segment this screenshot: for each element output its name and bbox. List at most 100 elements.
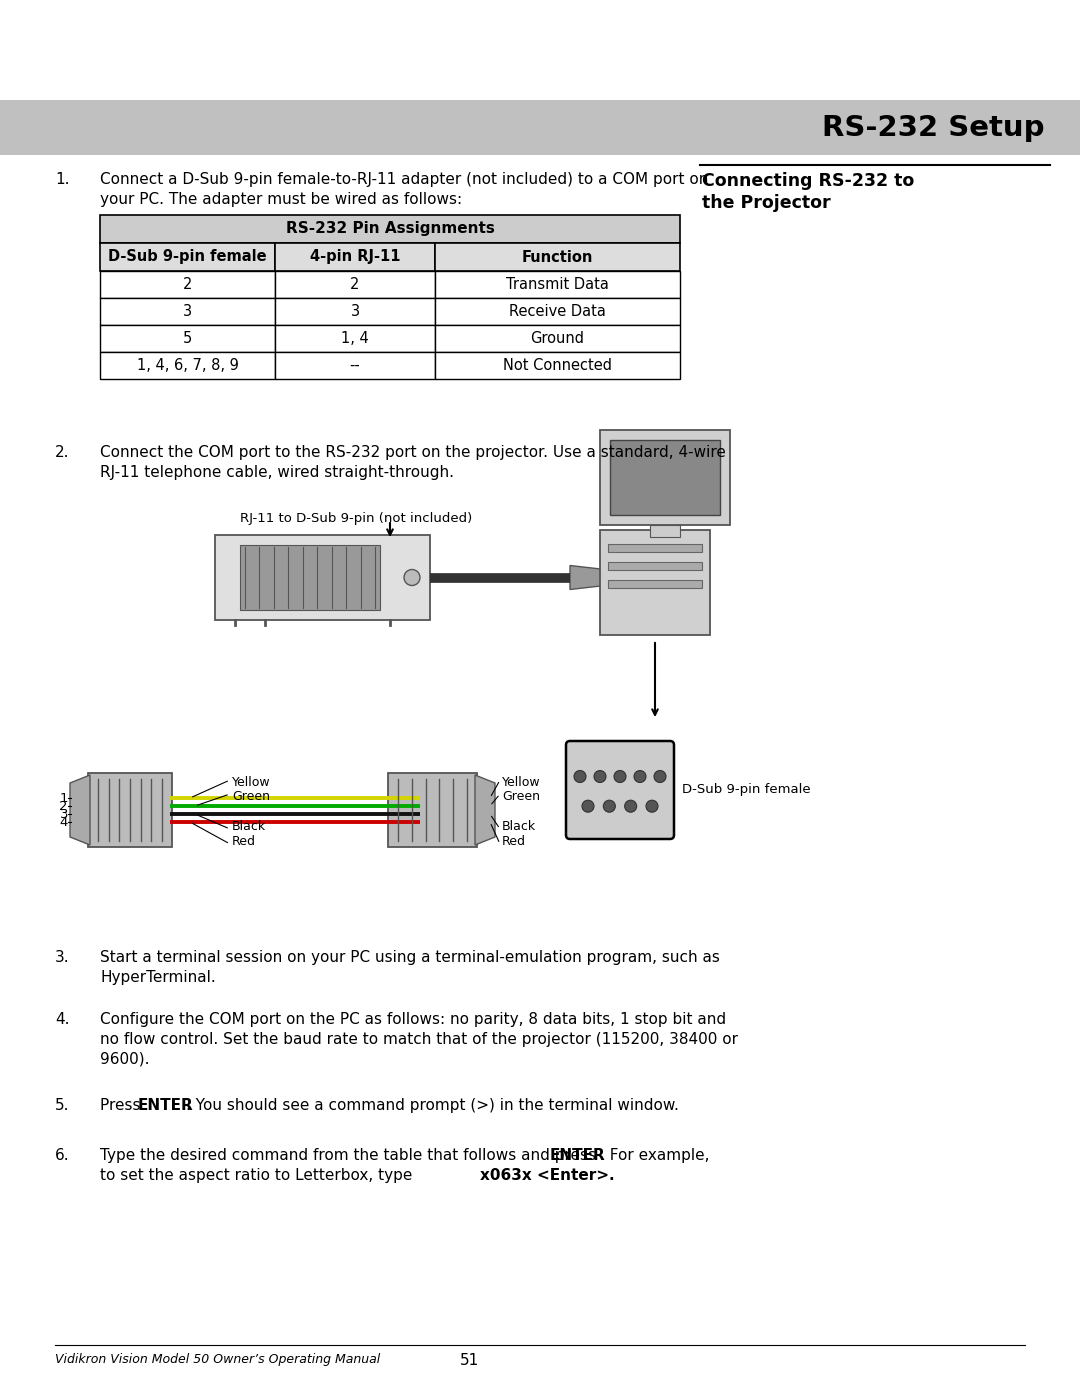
Bar xyxy=(275,271,435,298)
Text: to set the aspect ratio to Letterbox, type: to set the aspect ratio to Letterbox, ty… xyxy=(100,1168,417,1183)
Text: no flow control. Set the baud rate to match that of the projector (115200, 38400: no flow control. Set the baud rate to ma… xyxy=(100,1032,738,1046)
Text: ENTER: ENTER xyxy=(550,1148,606,1162)
Text: Not Connected: Not Connected xyxy=(503,358,612,373)
Bar xyxy=(100,271,275,298)
Text: Connect a D-Sub 9-pin female-to-RJ-11 adapter (not included) to a COM port on: Connect a D-Sub 9-pin female-to-RJ-11 ad… xyxy=(100,172,708,187)
Bar xyxy=(215,535,430,620)
Bar xyxy=(100,352,275,379)
Text: 4.: 4. xyxy=(55,1011,69,1027)
Text: . You should see a command prompt (>) in the terminal window.: . You should see a command prompt (>) in… xyxy=(186,1098,679,1113)
Text: 5.: 5. xyxy=(55,1098,69,1113)
Bar xyxy=(275,243,435,271)
Text: Receive Data: Receive Data xyxy=(509,305,606,319)
Text: 2: 2 xyxy=(350,277,360,292)
Bar xyxy=(0,101,1080,155)
Text: . For example,: . For example, xyxy=(600,1148,710,1162)
Text: RS-232 Setup: RS-232 Setup xyxy=(823,113,1045,141)
Text: RJ-11 telephone cable, wired straight-through.: RJ-11 telephone cable, wired straight-th… xyxy=(100,465,454,481)
Text: Green: Green xyxy=(502,789,540,803)
Text: D-Sub 9-pin female: D-Sub 9-pin female xyxy=(681,784,811,796)
Circle shape xyxy=(404,570,420,585)
Text: Yellow: Yellow xyxy=(232,775,271,789)
Bar xyxy=(100,326,275,352)
Text: RS-232 Pin Assignments: RS-232 Pin Assignments xyxy=(285,222,495,236)
Text: Configure the COM port on the PC as follows: no parity, 8 data bits, 1 stop bit : Configure the COM port on the PC as foll… xyxy=(100,1011,726,1027)
Bar xyxy=(600,529,710,636)
Text: 2: 2 xyxy=(59,799,68,813)
Text: Transmit Data: Transmit Data xyxy=(507,277,609,292)
Bar xyxy=(608,562,702,570)
Text: Connecting RS-232 to: Connecting RS-232 to xyxy=(702,172,915,190)
Text: Black: Black xyxy=(232,820,266,833)
Text: Green: Green xyxy=(232,789,270,803)
Bar xyxy=(608,543,702,552)
FancyBboxPatch shape xyxy=(87,773,172,847)
Bar xyxy=(240,545,380,610)
Text: 51: 51 xyxy=(460,1354,480,1368)
Text: Type the desired command from the table that follows and press: Type the desired command from the table … xyxy=(100,1148,600,1162)
Bar xyxy=(600,430,730,525)
Text: x063x <Enter>.: x063x <Enter>. xyxy=(480,1168,615,1183)
Text: 2: 2 xyxy=(183,277,192,292)
Text: 6.: 6. xyxy=(55,1148,69,1162)
Text: Black: Black xyxy=(502,820,536,833)
Bar xyxy=(650,525,680,536)
Bar xyxy=(275,326,435,352)
Text: D-Sub 9-pin female: D-Sub 9-pin female xyxy=(108,250,267,264)
Text: Start a terminal session on your PC using a terminal-emulation program, such as: Start a terminal session on your PC usin… xyxy=(100,950,720,965)
Text: Red: Red xyxy=(502,835,526,848)
Circle shape xyxy=(624,800,637,812)
Text: Connect the COM port to the RS-232 port on the projector. Use a standard, 4-wire: Connect the COM port to the RS-232 port … xyxy=(100,446,726,460)
Text: 3: 3 xyxy=(183,305,192,319)
Text: Vidikron Vision Model 50 Owner’s Operating Manual: Vidikron Vision Model 50 Owner’s Operati… xyxy=(55,1354,380,1366)
Text: 1, 4, 6, 7, 8, 9: 1, 4, 6, 7, 8, 9 xyxy=(136,358,239,373)
Bar xyxy=(435,271,680,298)
Bar xyxy=(275,352,435,379)
Text: 3.: 3. xyxy=(55,950,69,965)
Bar xyxy=(435,298,680,326)
Text: 5: 5 xyxy=(183,331,192,346)
Text: Ground: Ground xyxy=(530,331,584,346)
Text: your PC. The adapter must be wired as follows:: your PC. The adapter must be wired as fo… xyxy=(100,191,462,207)
Text: Yellow: Yellow xyxy=(502,775,541,789)
Text: Press: Press xyxy=(100,1098,146,1113)
Text: 1.: 1. xyxy=(55,172,69,187)
Circle shape xyxy=(634,771,646,782)
Polygon shape xyxy=(70,775,90,845)
Text: 4: 4 xyxy=(59,816,68,828)
Bar xyxy=(608,580,702,588)
Circle shape xyxy=(604,800,616,812)
Text: HyperTerminal.: HyperTerminal. xyxy=(100,970,216,985)
Bar xyxy=(100,243,275,271)
Text: 4-pin RJ-11: 4-pin RJ-11 xyxy=(310,250,401,264)
Text: 9600).: 9600). xyxy=(100,1052,149,1067)
Circle shape xyxy=(582,800,594,812)
Text: 1: 1 xyxy=(59,792,68,805)
Circle shape xyxy=(646,800,658,812)
Text: the Projector: the Projector xyxy=(702,194,831,212)
Bar xyxy=(435,243,680,271)
Bar xyxy=(435,326,680,352)
Text: 1, 4: 1, 4 xyxy=(341,331,369,346)
Circle shape xyxy=(615,771,626,782)
Bar xyxy=(100,298,275,326)
Polygon shape xyxy=(570,566,605,590)
FancyBboxPatch shape xyxy=(388,773,477,847)
Polygon shape xyxy=(475,775,495,845)
Text: Red: Red xyxy=(232,835,256,848)
Text: --: -- xyxy=(350,358,361,373)
Text: 3: 3 xyxy=(350,305,360,319)
Text: 2.: 2. xyxy=(55,446,69,460)
Bar xyxy=(610,440,720,515)
Circle shape xyxy=(573,771,586,782)
Bar xyxy=(275,298,435,326)
Text: 3: 3 xyxy=(59,807,68,820)
Circle shape xyxy=(594,771,606,782)
Text: Function: Function xyxy=(522,250,593,264)
Text: RJ-11 to D-Sub 9-pin (not included): RJ-11 to D-Sub 9-pin (not included) xyxy=(240,511,472,525)
Text: ENTER: ENTER xyxy=(138,1098,193,1113)
Bar xyxy=(100,215,680,243)
Bar xyxy=(435,352,680,379)
FancyBboxPatch shape xyxy=(566,740,674,840)
Circle shape xyxy=(654,771,666,782)
